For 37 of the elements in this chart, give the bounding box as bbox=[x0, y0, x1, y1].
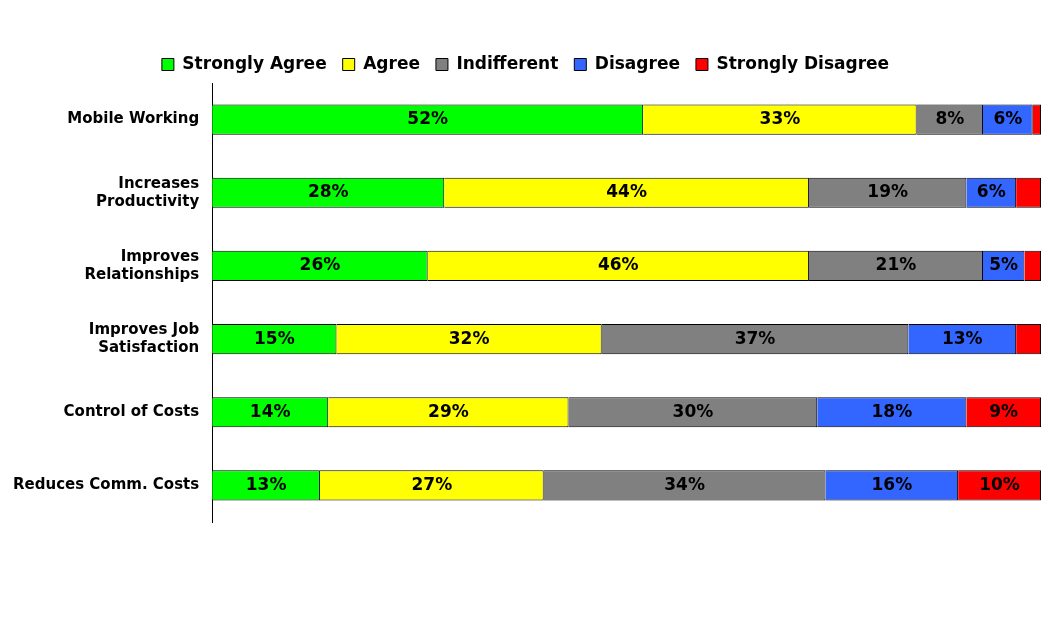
y-tick-label: Improves Job Satisfaction bbox=[88, 319, 200, 356]
legend-label: Strongly Disagree bbox=[716, 52, 890, 73]
data-label: 26% bbox=[299, 254, 341, 275]
data-label: 27% bbox=[411, 473, 453, 494]
data-label: 13% bbox=[245, 473, 287, 494]
data-label: 19% bbox=[867, 181, 909, 202]
data-label: 44% bbox=[606, 181, 647, 202]
data-label: 18% bbox=[871, 400, 913, 421]
data-label: 6% bbox=[976, 181, 1006, 202]
data-label: 32% bbox=[448, 327, 490, 348]
data-label: 46% bbox=[597, 254, 639, 275]
y-tick-label: Control of Costs bbox=[63, 402, 200, 421]
legend-label: Agree bbox=[363, 52, 420, 73]
y-tick-label: Mobile Working bbox=[67, 109, 200, 128]
data-label: 28% bbox=[307, 181, 349, 202]
data-label: 16% bbox=[871, 473, 913, 494]
y-tick-label: Reduces Comm. Costs bbox=[12, 475, 200, 494]
data-label: 33% bbox=[759, 108, 801, 129]
legend-label: Strongly Agree bbox=[182, 52, 327, 73]
data-label: 30% bbox=[672, 400, 714, 421]
data-label: 21% bbox=[875, 254, 917, 275]
data-label: 14% bbox=[249, 400, 291, 421]
data-label: 8% bbox=[935, 108, 965, 129]
data-label: 13% bbox=[941, 327, 983, 348]
legend-label: Indifferent bbox=[456, 52, 559, 73]
data-label: 15% bbox=[254, 327, 295, 348]
data-label: 52% bbox=[407, 108, 449, 129]
y-tick-label: Improves Relationships bbox=[84, 246, 200, 283]
data-label: 37% bbox=[734, 327, 776, 348]
legend-label: Disagree bbox=[594, 52, 680, 73]
data-label: 6% bbox=[993, 108, 1023, 129]
data-label: 9% bbox=[989, 400, 1019, 421]
y-tick-label: Increases Productivity bbox=[96, 173, 200, 210]
data-label: 10% bbox=[979, 473, 1020, 494]
data-label: 29% bbox=[428, 400, 469, 421]
data-label: 5% bbox=[989, 254, 1019, 275]
data-label: 34% bbox=[664, 473, 705, 494]
